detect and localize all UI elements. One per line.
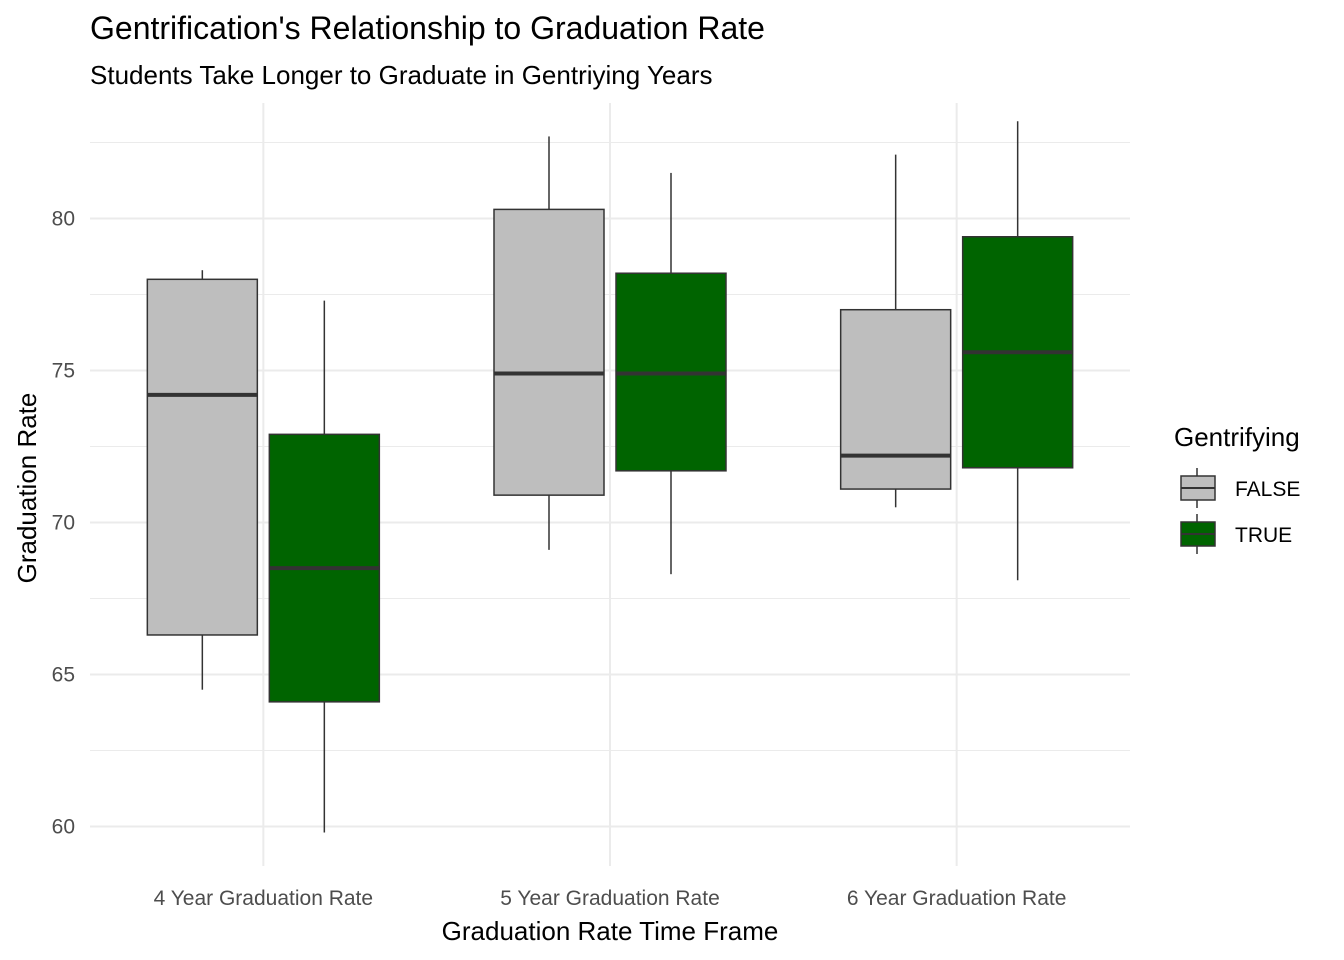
box-body bbox=[146, 278, 259, 636]
x-axis-title: Graduation Rate Time Frame bbox=[442, 916, 779, 946]
legend-title: Gentrifying bbox=[1174, 422, 1300, 452]
legend: Gentrifying FALSE TRUE bbox=[1174, 422, 1300, 554]
box-body bbox=[839, 308, 952, 490]
legend-key-false bbox=[1180, 468, 1216, 508]
x-tick-label: 5 Year Graduation Rate bbox=[500, 887, 720, 910]
boxes bbox=[146, 121, 1074, 833]
chart-title: Gentrification's Relationship to Graduat… bbox=[90, 10, 765, 46]
axes: 60 65 70 75 80 4 Year Graduation Rate 5 Year G… bbox=[52, 208, 1067, 910]
legend-label-true: TRUE bbox=[1235, 524, 1292, 547]
x-tick-label: 6 Year Graduation Rate bbox=[847, 887, 1067, 910]
y-tick-label: 65 bbox=[52, 663, 75, 686]
legend-key-true bbox=[1180, 514, 1216, 554]
box-false-3 bbox=[839, 154, 952, 508]
x-tick-label: 4 Year Graduation Rate bbox=[154, 887, 374, 910]
y-tick-label: 60 bbox=[52, 815, 75, 838]
y-tick-label: 80 bbox=[52, 208, 75, 231]
box-false-1 bbox=[146, 270, 259, 690]
legend-label-false: FALSE bbox=[1235, 478, 1300, 501]
y-axis-title: Graduation Rate bbox=[12, 393, 42, 584]
chart-subtitle: Students Take Longer to Graduate in Gent… bbox=[90, 60, 713, 90]
box-false-2 bbox=[493, 136, 605, 550]
box-true-1 bbox=[268, 300, 381, 833]
y-tick-label: 75 bbox=[52, 360, 75, 383]
y-tick-label: 70 bbox=[52, 511, 75, 534]
box-body bbox=[493, 208, 605, 496]
grid-lines bbox=[90, 103, 1130, 866]
box-true-3 bbox=[961, 121, 1074, 581]
box-true-2 bbox=[615, 172, 727, 575]
